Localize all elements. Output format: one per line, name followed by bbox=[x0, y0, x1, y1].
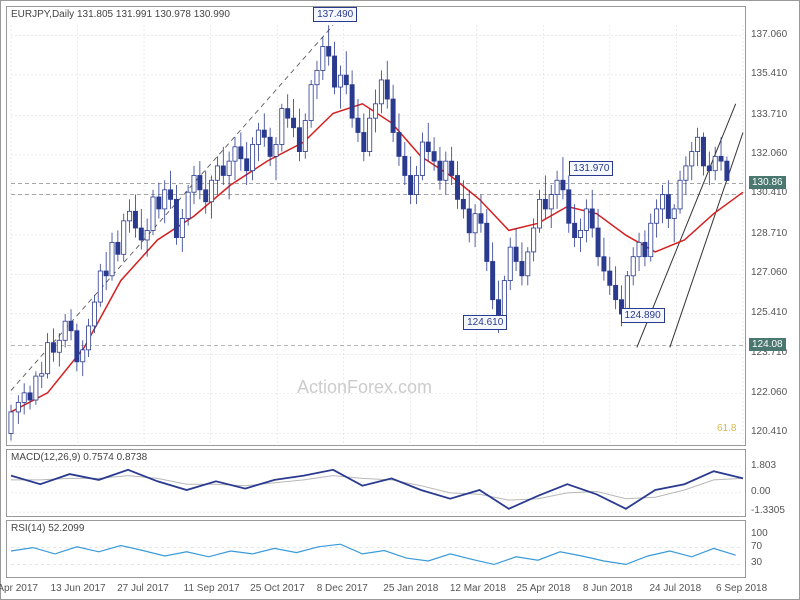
xtick-label: 25 Jan 2018 bbox=[383, 583, 438, 594]
ytick-label: 135.410 bbox=[751, 68, 787, 79]
rsi-ytick: 100 bbox=[751, 528, 768, 539]
rsi-ytick: 70 bbox=[751, 541, 762, 552]
xtick-label: 13 Jun 2017 bbox=[51, 583, 106, 594]
ytick-label: 130.410 bbox=[751, 187, 787, 198]
ytick-label: 125.410 bbox=[751, 307, 787, 318]
price-marker: 124.08 bbox=[749, 338, 786, 351]
price-marker: 130.86 bbox=[749, 176, 786, 189]
xtick-label: 8 Jun 2018 bbox=[583, 583, 633, 594]
main-svg bbox=[7, 7, 747, 447]
xaxis-panel: 28 Apr 201713 Jun 201727 Jul 201711 Sep … bbox=[6, 581, 746, 599]
macd-panel: MACD(12,26,9) 0.7574 0.8738 bbox=[6, 449, 746, 517]
rsi-panel: RSI(14) 52.2099 bbox=[6, 520, 746, 578]
macd-svg bbox=[7, 450, 747, 518]
price-annotation: 137.490 bbox=[313, 7, 357, 22]
xtick-label: 24 Jul 2018 bbox=[649, 583, 701, 594]
ytick-label: 128.710 bbox=[751, 228, 787, 239]
xtick-label: 8 Dec 2017 bbox=[317, 583, 368, 594]
chart-container: EURJPY,Daily 131.805 131.991 130.978 130… bbox=[0, 0, 800, 600]
price-annotation: 124.890 bbox=[621, 308, 665, 323]
ytick-label: 133.710 bbox=[751, 109, 787, 120]
fib-label: 61.8 bbox=[717, 423, 736, 434]
xtick-label: 27 Jul 2017 bbox=[117, 583, 169, 594]
macd-ytick: 1.803 bbox=[751, 460, 776, 471]
xtick-label: 28 Apr 2017 bbox=[0, 583, 38, 594]
ytick-label: 127.060 bbox=[751, 267, 787, 278]
ytick-label: 122.060 bbox=[751, 387, 787, 398]
xtick-label: 12 Mar 2018 bbox=[450, 583, 506, 594]
xtick-label: 25 Oct 2017 bbox=[250, 583, 304, 594]
rsi-ytick: 30 bbox=[751, 557, 762, 568]
macd-ytick: -1.3305 bbox=[751, 505, 785, 516]
yaxis-rsi: 30 70 100 bbox=[749, 520, 799, 578]
yaxis-macd: -1.3305 0.00 1.803 bbox=[749, 449, 799, 517]
price-annotation: 131.970 bbox=[569, 161, 613, 176]
ytick-label: 137.060 bbox=[751, 29, 787, 40]
xtick-label: 11 Sep 2017 bbox=[184, 583, 240, 594]
macd-ytick: 0.00 bbox=[751, 486, 770, 497]
ytick-label: 132.060 bbox=[751, 148, 787, 159]
price-annotation: 124.610 bbox=[463, 315, 507, 330]
yaxis-main: 120.410122.060123.710125.410127.060128.7… bbox=[749, 6, 799, 446]
rsi-svg bbox=[7, 521, 747, 579]
xtick-label: 25 Apr 2018 bbox=[516, 583, 570, 594]
ytick-label: 120.410 bbox=[751, 426, 787, 437]
xtick-label: 6 Sep 2018 bbox=[716, 583, 767, 594]
main-price-panel: EURJPY,Daily 131.805 131.991 130.978 130… bbox=[6, 6, 746, 446]
